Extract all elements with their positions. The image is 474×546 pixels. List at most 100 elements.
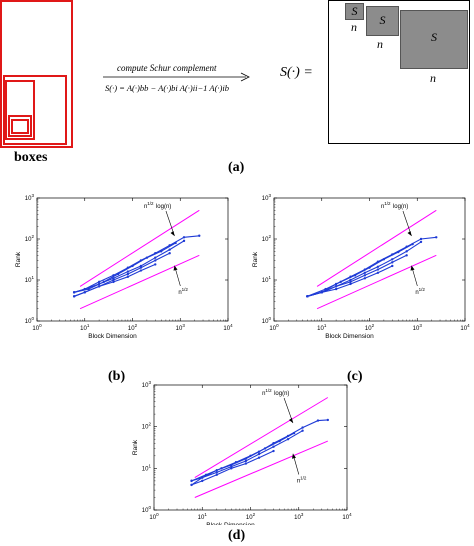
series-line xyxy=(191,432,295,482)
data-point xyxy=(382,258,386,261)
data-point xyxy=(326,418,329,422)
schur-block-small-label: S xyxy=(351,4,358,18)
data-point xyxy=(112,278,115,282)
data-point xyxy=(198,234,201,237)
x-tick-label: 102 xyxy=(246,512,256,521)
data-point xyxy=(139,269,143,272)
data-point xyxy=(72,291,76,294)
data-point xyxy=(139,264,143,268)
series-line xyxy=(307,236,437,297)
rank-plot-b: 100 101 102 103 104 100 101 102 103 Block Dimensi… xyxy=(15,193,233,340)
data-point xyxy=(220,467,223,470)
box-level-2 xyxy=(5,80,35,140)
caption-b: (b) xyxy=(108,369,126,384)
data-point xyxy=(72,295,76,298)
data-point xyxy=(334,285,338,288)
outer-box xyxy=(0,0,73,148)
data-point xyxy=(126,272,130,276)
data-point xyxy=(339,280,342,284)
data-point xyxy=(97,280,101,284)
data-point xyxy=(160,250,163,253)
x-tick-label: 101 xyxy=(317,323,327,332)
data-point xyxy=(230,467,233,470)
data-point xyxy=(376,271,380,274)
y-tick-label: 102 xyxy=(142,422,152,431)
boxes-label: boxes xyxy=(14,150,48,165)
annotation-lower: n1/2 xyxy=(178,287,188,296)
data-point xyxy=(435,236,438,239)
data-point xyxy=(168,252,171,255)
data-point xyxy=(272,445,275,448)
schur-block-large-label: S xyxy=(431,30,437,44)
y-tick-label: 103 xyxy=(262,193,272,202)
caption-a: (a) xyxy=(228,160,245,175)
x-tick-label: 100 xyxy=(32,323,42,332)
data-point xyxy=(234,461,238,464)
data-point xyxy=(112,277,115,280)
arrow-head xyxy=(173,265,178,271)
annotation-upper: n1/2 xyxy=(262,388,272,397)
schur-arrow xyxy=(103,72,250,82)
schur-block-large-n: n xyxy=(430,71,436,85)
data-point xyxy=(334,287,338,291)
series-line xyxy=(74,235,200,293)
data-point xyxy=(257,452,261,456)
data-point xyxy=(154,263,157,266)
data-point xyxy=(286,438,290,441)
data-point xyxy=(405,254,408,257)
data-point xyxy=(349,278,352,282)
reference-line xyxy=(316,209,437,287)
data-point xyxy=(182,239,186,243)
y-tick-label: 101 xyxy=(142,463,152,472)
data-point xyxy=(324,287,327,291)
data-point xyxy=(391,258,394,261)
rank-plot-d: 100 101 102 103 104 100 101 102 103 Block Dimensi… xyxy=(132,380,352,525)
rank-plot-c: 100 101 102 103 104 100 101 102 103 Block Dimensi… xyxy=(252,193,470,340)
y-tick-label: 100 xyxy=(25,316,35,325)
annotation-upper: n1/2 xyxy=(381,201,391,210)
data-point xyxy=(301,426,304,429)
data-point xyxy=(154,256,157,259)
y-axis-label: Rank xyxy=(15,251,22,267)
x-tick-label: 104 xyxy=(342,512,352,521)
data-point xyxy=(263,447,267,450)
y-tick-label: 102 xyxy=(262,234,272,243)
data-point xyxy=(244,462,248,465)
x-tick-label: 101 xyxy=(198,512,208,521)
data-point xyxy=(405,250,408,253)
data-point xyxy=(139,266,143,269)
data-point xyxy=(368,266,371,269)
data-point xyxy=(215,473,218,476)
data-point xyxy=(182,236,186,239)
s-equals: S(·) = xyxy=(280,65,313,80)
y-tick-label: 103 xyxy=(142,380,152,389)
data-point xyxy=(230,465,233,468)
x-tick-label: 102 xyxy=(365,323,375,332)
annotation-lower: n1/2 xyxy=(415,287,425,296)
reference-line xyxy=(194,397,329,479)
x-axis-label: Block Dimension xyxy=(206,522,255,525)
box-level-1 xyxy=(3,75,67,145)
x-tick-label: 104 xyxy=(460,323,470,332)
y-tick-label: 100 xyxy=(262,316,272,325)
x-axis-label: Block Dimension xyxy=(325,333,374,340)
data-point xyxy=(320,291,323,294)
data-point xyxy=(349,282,352,286)
data-point xyxy=(272,449,275,453)
data-point xyxy=(244,459,248,463)
box-level-4 xyxy=(11,119,29,134)
data-point xyxy=(168,248,171,251)
x-axis-label: Block Dimension xyxy=(88,333,137,340)
x-tick-label: 103 xyxy=(294,512,304,521)
data-point xyxy=(306,295,309,298)
plot-frame xyxy=(36,197,229,322)
y-tick-label: 100 xyxy=(142,505,152,514)
series-line xyxy=(74,242,176,293)
schur-block-large xyxy=(400,10,468,69)
plot-frame xyxy=(273,197,466,322)
box-level-3 xyxy=(8,115,32,137)
data-point xyxy=(83,291,86,294)
reference-line xyxy=(194,440,328,498)
annotation-upper-rest: log(n) xyxy=(393,204,408,210)
y-tick-label: 102 xyxy=(25,234,35,243)
